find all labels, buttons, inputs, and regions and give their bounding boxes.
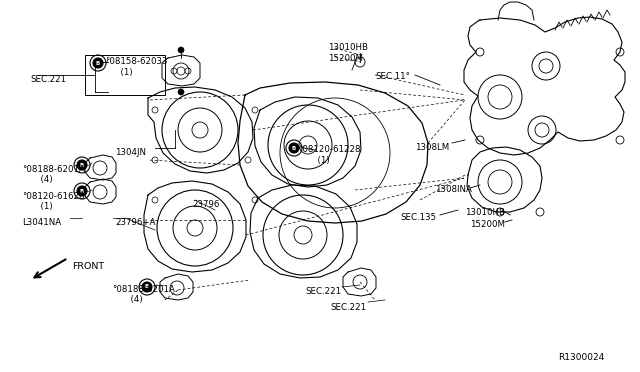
Bar — [85, 55, 165, 95]
Text: 13010HB: 13010HB — [328, 43, 368, 52]
Text: SEC.221: SEC.221 — [30, 75, 66, 84]
Text: B: B — [96, 61, 100, 65]
Text: 1308INA: 1308INA — [435, 185, 472, 194]
Circle shape — [77, 186, 87, 196]
Text: (1): (1) — [115, 68, 132, 77]
Text: (1): (1) — [35, 202, 52, 211]
Circle shape — [178, 89, 184, 95]
Text: 1308LM: 1308LM — [415, 143, 449, 152]
Text: B: B — [145, 285, 149, 289]
Text: 1304JN: 1304JN — [115, 148, 146, 157]
Text: R1300024: R1300024 — [558, 353, 604, 362]
Text: SEC.221: SEC.221 — [305, 287, 341, 296]
Text: °08188-6201A: °08188-6201A — [112, 285, 175, 294]
Text: °08120-61228: °08120-61228 — [298, 145, 360, 154]
Circle shape — [178, 47, 184, 53]
Text: SEC.135: SEC.135 — [400, 213, 436, 222]
Text: B: B — [80, 189, 84, 193]
Text: SEC.11°: SEC.11° — [375, 72, 410, 81]
Text: (4): (4) — [35, 175, 52, 184]
Text: B: B — [292, 145, 296, 151]
Circle shape — [77, 160, 87, 170]
Text: 15200M: 15200M — [328, 54, 363, 63]
Text: °08158-62033: °08158-62033 — [105, 57, 168, 66]
Text: 13010HB: 13010HB — [465, 208, 505, 217]
Text: °08120-61628: °08120-61628 — [22, 192, 84, 201]
Circle shape — [93, 58, 103, 68]
Text: B: B — [80, 163, 84, 167]
Text: °08188-6201A: °08188-6201A — [22, 165, 85, 174]
Text: 23796+A: 23796+A — [115, 218, 156, 227]
Text: SEC.221: SEC.221 — [330, 303, 366, 312]
Text: 15200M: 15200M — [470, 220, 505, 229]
Text: L3041NA: L3041NA — [22, 218, 61, 227]
Circle shape — [289, 143, 299, 153]
Text: (1): (1) — [312, 156, 330, 165]
Text: 23796: 23796 — [192, 200, 220, 209]
Circle shape — [142, 282, 152, 292]
Text: (4): (4) — [125, 295, 143, 304]
Text: FRONT: FRONT — [72, 262, 104, 271]
